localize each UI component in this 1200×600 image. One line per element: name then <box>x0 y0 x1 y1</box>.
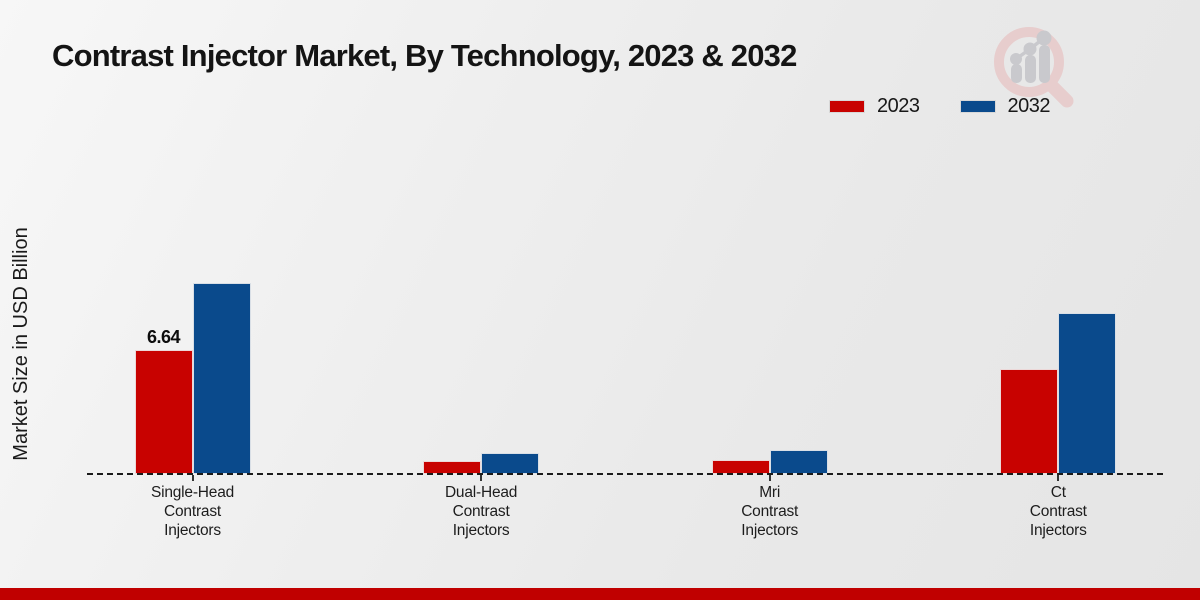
legend-label-2032: 2032 <box>1007 95 1051 117</box>
x-axis-category-label: Dual-Head Contrast Injectors <box>444 484 518 539</box>
x-axis-category-label: Single-Head Contrast Injectors <box>150 484 235 539</box>
legend: 2023 2032 <box>829 95 1050 118</box>
x-axis-tick <box>191 475 194 481</box>
legend-item-2032: 2032 <box>959 95 1051 118</box>
bar-2032-group4 <box>1058 313 1117 474</box>
bar-value-label: 6.64 <box>146 327 181 347</box>
legend-label-2023: 2023 <box>877 95 920 117</box>
x-axis-tick <box>1057 475 1060 481</box>
legend-item-2023: 2023 <box>829 95 920 118</box>
chart-title: Contrast Injector Market, By Technology,… <box>52 38 797 73</box>
x-axis-category-label: Mri Contrast Injectors <box>741 484 799 539</box>
magnifier-bar-chart-icon <box>994 27 1074 108</box>
bar-2032-group2 <box>481 453 540 474</box>
x-axis-tick <box>768 475 771 481</box>
x-axis-baseline <box>87 473 1163 475</box>
bar-2032-group1 <box>192 283 251 474</box>
legend-swatch-2032 <box>959 100 996 113</box>
market-research-magnifier-logo <box>986 24 1078 115</box>
bar-2023-group3 <box>711 460 770 474</box>
x-axis-category-label: Ct Contrast Injectors <box>1029 484 1087 539</box>
bar-2023-group4 <box>1000 369 1059 474</box>
footer-accent-bar <box>0 588 1200 600</box>
x-axis-tick <box>480 475 483 481</box>
bar-2023-group1 <box>134 350 193 474</box>
legend-swatch-2023 <box>829 100 865 113</box>
bar-2032-group3 <box>769 450 828 474</box>
